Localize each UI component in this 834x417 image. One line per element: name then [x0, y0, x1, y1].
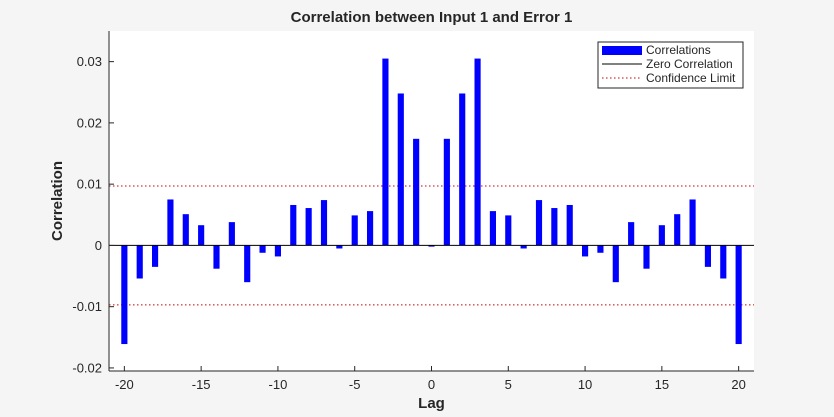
legend-label: Confidence Limit [646, 71, 736, 85]
x-axis-title: Lag [418, 395, 445, 412]
x-tick-label: 0 [428, 377, 435, 392]
bar-lag--3 [382, 58, 389, 246]
bars-layer [121, 58, 742, 345]
bar-lag--12 [244, 245, 251, 283]
bar-lag-1 [443, 138, 450, 246]
bar-lag--4 [367, 211, 374, 246]
x-tick-label: -5 [349, 377, 361, 392]
bar-lag--10 [274, 245, 281, 257]
x-tick-label: -10 [269, 377, 288, 392]
bar-lag--18 [152, 245, 159, 267]
bar-lag-19 [720, 245, 727, 279]
bar-lag-13 [628, 222, 635, 246]
bar-lag--6 [336, 245, 343, 249]
bar-lag--9 [290, 204, 297, 246]
bar-lag-4 [489, 211, 496, 246]
x-tick-label: 5 [505, 377, 512, 392]
y-tick-label: -0.02 [72, 360, 102, 375]
bar-lag-12 [612, 245, 619, 283]
bar-lag--20 [121, 245, 128, 345]
bar-lag-17 [689, 199, 696, 246]
axes-layer: -20 -15 -10 -5 0 5 10 15 20 -0.02 -0.01 0 0.01 0.02 0.… [72, 31, 754, 392]
bar-lag-10 [582, 245, 589, 257]
x-tick-label: 20 [731, 377, 745, 392]
legend-label: Zero Correlation [646, 57, 733, 71]
bar-lag-7 [535, 200, 543, 246]
bar-lag-5 [505, 215, 512, 246]
bar-lag--8 [305, 208, 312, 246]
x-tick-label: -15 [192, 377, 211, 392]
bar-lag-15 [658, 225, 665, 246]
bar-lag-8 [551, 208, 558, 246]
confidence-lines [109, 185, 754, 306]
bar-lag-20 [735, 245, 742, 345]
y-axis-title: Correlation [49, 161, 66, 241]
bar-lag-9 [566, 204, 573, 246]
legend-swatch-bar [602, 46, 642, 55]
x-tick-label: 15 [655, 377, 669, 392]
bar-lag--16 [182, 214, 189, 246]
bar-lag-11 [597, 245, 604, 253]
bar-lag--17 [167, 199, 174, 246]
bar-lag--19 [136, 245, 143, 279]
bar-lag-18 [704, 245, 711, 267]
bar-lag--11 [259, 245, 266, 253]
bar-lag--15 [198, 225, 205, 246]
x-tick-label: 10 [578, 377, 592, 392]
y-tick-label: 0.02 [77, 115, 102, 130]
bar-lag-0 [428, 245, 435, 247]
chart-title: Correlation between Input 1 and Error 1 [291, 9, 573, 26]
x-tick-label: -20 [115, 377, 134, 392]
bar-lag--2 [397, 93, 404, 246]
bar-lag--13 [228, 222, 235, 246]
bar-lag--14 [213, 245, 220, 269]
bar-lag--1 [413, 138, 420, 246]
legend-label: Correlations [646, 43, 711, 57]
bar-lag-3 [474, 58, 481, 246]
bar-lag--5 [351, 215, 358, 246]
bar-lag--7 [320, 200, 328, 246]
y-tick-label: 0.03 [77, 54, 102, 69]
y-tick-label: -0.01 [72, 299, 102, 314]
y-tick-label: 0.01 [77, 177, 102, 192]
bar-lag-2 [459, 93, 466, 246]
y-tick-label: 0 [95, 238, 102, 253]
bar-lag-16 [674, 214, 681, 246]
bar-lag-14 [643, 245, 650, 269]
bar-lag-6 [520, 245, 527, 249]
